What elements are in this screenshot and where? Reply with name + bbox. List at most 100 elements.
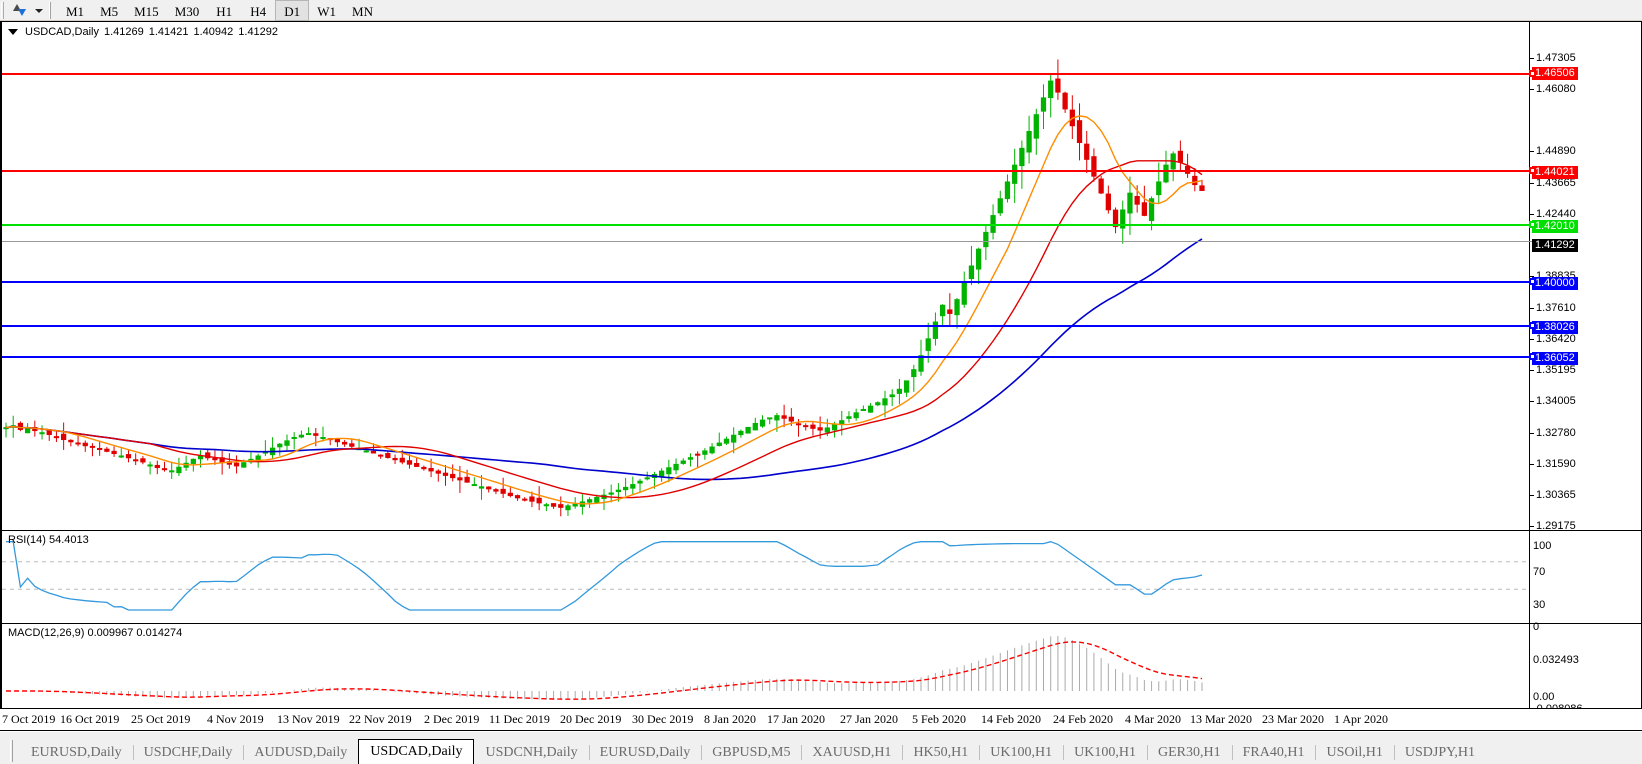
price-tick [1530, 339, 1534, 340]
timeframe-m15[interactable]: M15 [134, 3, 159, 19]
date-label: 25 Oct 2019 [131, 712, 191, 726]
chart-tab-ger30-h1[interactable]: GER30,H1 [1146, 741, 1232, 764]
chart-tab-usdcad-daily[interactable]: USDCAD,Daily [358, 739, 475, 764]
date-label: 13 Mar 2020 [1190, 712, 1252, 726]
level-line-handle[interactable] [1529, 353, 1536, 360]
price-tick [1530, 58, 1534, 59]
ohlc-open: 1.41269 [103, 26, 144, 38]
date-label: 17 Jan 2020 [767, 712, 825, 726]
chart-tab-usdchf-daily[interactable]: USDCHF,Daily [132, 741, 244, 764]
cursor-tools-icon[interactable] [11, 1, 31, 19]
chart-tab-usdjpy-h1[interactable]: USDJPY,H1 [1393, 741, 1486, 764]
dropdown-caret-icon[interactable] [31, 1, 45, 19]
price-tick-label: 1.37610 [1536, 302, 1576, 314]
toolbar-grip[interactable] [1, 1, 9, 19]
chart-tab-audusd-daily[interactable]: AUDUSD,Daily [243, 741, 358, 764]
price-tick [1530, 151, 1534, 152]
chart-area[interactable]: USDCAD,Daily 1.41269 1.41421 1.40942 1.4… [0, 21, 1642, 715]
price-tick-label: 1.44890 [1536, 145, 1576, 157]
date-label: 30 Dec 2019 [632, 712, 694, 726]
macd-plot [6, 636, 1203, 700]
chart-tab-usdcnh-daily[interactable]: USDCNH,Daily [485, 745, 578, 760]
price-pane[interactable] [2, 22, 1532, 530]
price-tick [1530, 526, 1534, 527]
tabbar-grip[interactable] [10, 740, 17, 762]
timeframe-m30[interactable]: M30 [174, 3, 200, 19]
chart-tab-gbpusd-m5[interactable]: GBPUSD,M5 [701, 741, 801, 764]
price-tick [1530, 214, 1534, 215]
date-label: 20 Dec 2019 [560, 712, 622, 726]
chart-tab-uk100-h1[interactable]: UK100,H1 [1063, 741, 1147, 764]
ohlc-low: 1.40942 [193, 26, 234, 38]
price-tick-label: 1.32780 [1536, 427, 1576, 439]
level-line-handle[interactable] [1529, 167, 1536, 174]
level-line-handle[interactable] [1529, 278, 1536, 285]
price-tick-label: 1.31590 [1536, 458, 1576, 470]
level-line-handle[interactable] [1529, 322, 1536, 329]
price-axis[interactable]: 1.47305 1.46080 1.44890 1.43665 1.42440 1.388… [1529, 22, 1642, 715]
rsi-tick-label: 100 [1533, 540, 1552, 552]
chart-tab-eurusd-daily[interactable]: EURUSD,Daily [31, 745, 122, 760]
timeframe-d1[interactable]: D1 [275, 0, 310, 21]
level-line-handle[interactable] [1529, 70, 1536, 77]
level-line-handle[interactable] [1529, 221, 1536, 228]
timeframe-m1[interactable]: M1 [66, 3, 85, 19]
price-level-label[interactable]: 1.38026 [1532, 321, 1578, 334]
date-label: 27 Jan 2020 [840, 712, 898, 726]
macd-tick-label: 0.00 [1533, 691, 1555, 703]
price-tick-label: 1.43665 [1536, 177, 1576, 189]
price-level-label[interactable]: 1.46506 [1532, 67, 1578, 80]
chart-tabbar: EURUSD,Daily USDCHF,Daily AUDUSD,Daily USDC… [0, 731, 1642, 764]
chart-tab-uk100-h1[interactable]: UK100,H1 [979, 741, 1063, 764]
price-level-label[interactable]: 1.44021 [1532, 166, 1578, 179]
chart-tab-eurusd-daily[interactable]: EURUSD,Daily [588, 741, 702, 764]
level-line-stroke [2, 170, 1532, 172]
chart-tab-xauusd-h1[interactable]: XAUUSD,H1 [801, 741, 902, 764]
price-level-label[interactable]: 1.36052 [1532, 352, 1578, 365]
price-tick [1530, 433, 1534, 434]
current-price-line [2, 241, 1532, 242]
price-level-label[interactable]: 1.41292 [1532, 239, 1578, 252]
collapse-triangle-icon[interactable] [8, 29, 18, 35]
date-label: 4 Nov 2019 [207, 712, 264, 726]
timeframe-mn[interactable]: MN [352, 3, 373, 19]
level-line-stroke [2, 73, 1532, 75]
price-tick [1530, 464, 1534, 465]
price-plot [3, 59, 1205, 517]
price-tick-label: 1.34005 [1536, 395, 1576, 407]
price-tick-label: 1.29175 [1536, 520, 1576, 532]
price-tick-label: 1.30365 [1536, 489, 1576, 501]
date-label: 5 Feb 2020 [912, 712, 966, 726]
rsi-tick-label: 0 [1533, 621, 1540, 633]
price-tick-label: 1.38835 [1536, 270, 1576, 282]
rsi-tick-label: 30 [1533, 599, 1546, 611]
date-label: 1 Apr 2020 [1334, 712, 1388, 726]
date-label: 11 Dec 2019 [489, 712, 550, 726]
price-level-label[interactable]: 1.40000 [1532, 277, 1578, 290]
rsi-pane[interactable]: RSI(14) 54.4013 [2, 530, 1532, 623]
ma-slow-line [5, 238, 1203, 481]
time-axis[interactable]: 7 Oct 2019 16 Oct 2019 25 Oct 2019 4 Nov 20… [0, 709, 1642, 731]
date-label: 13 Nov 2019 [277, 712, 340, 726]
price-tick [1530, 308, 1534, 309]
timeframe-h1[interactable]: H1 [216, 3, 233, 19]
chart-tab-hk50-h1[interactable]: HK50,H1 [902, 741, 979, 764]
date-label: 24 Feb 2020 [1053, 712, 1113, 726]
toolbar-separator[interactable] [47, 1, 56, 19]
chart-tab-usoil-h1[interactable]: USOil,H1 [1315, 741, 1393, 764]
rsi-line [6, 541, 1203, 611]
timeframe-w1[interactable]: W1 [317, 3, 337, 19]
price-level-label[interactable]: 1.42010 [1532, 220, 1578, 233]
date-label: 22 Nov 2019 [349, 712, 412, 726]
price-tick-label: 1.42440 [1536, 208, 1576, 220]
date-label: 23 Mar 2020 [1262, 712, 1324, 726]
price-tick-label: 1.35195 [1536, 364, 1576, 376]
timeframe-m5[interactable]: M5 [100, 3, 119, 19]
macd-pane[interactable]: MACD(12,26,9) 0.009967 0.014274 [2, 623, 1532, 708]
timeframe-h4[interactable]: H4 [250, 3, 267, 19]
chart-tab-fra40-h1[interactable]: FRA40,H1 [1231, 741, 1316, 764]
symbol-period-label: USDCAD,Daily [25, 26, 99, 38]
price-tick [1530, 276, 1534, 277]
chart-symbol-header: USDCAD,Daily 1.41269 1.41421 1.40942 1.4… [8, 26, 278, 38]
axis-separator [1530, 623, 1642, 624]
